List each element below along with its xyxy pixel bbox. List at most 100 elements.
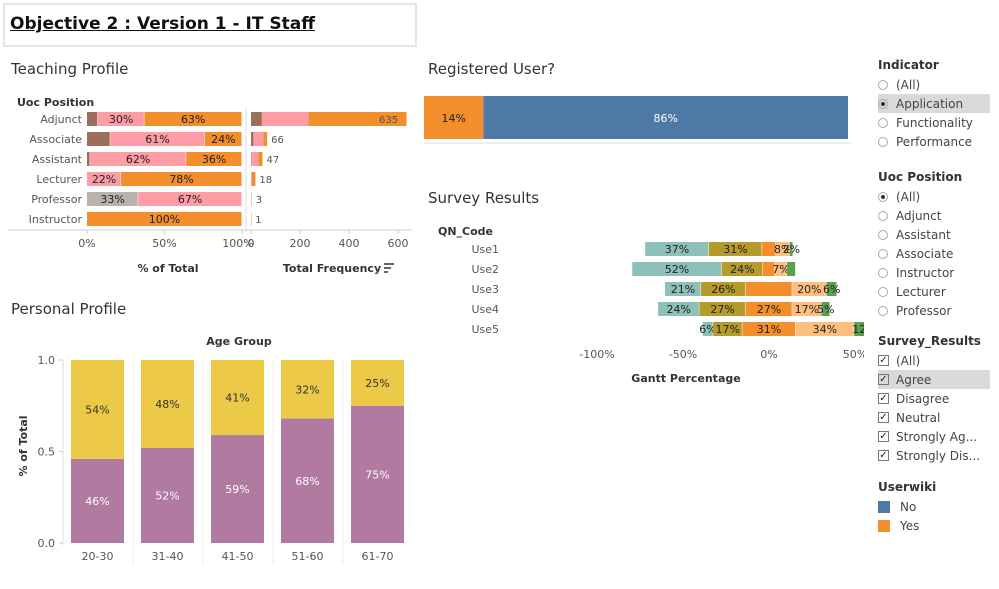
teaching-freq-bar-segment[interactable]: [251, 172, 256, 186]
checkbox-icon[interactable]: ✓: [878, 450, 889, 461]
survey-bar-segment[interactable]: [645, 242, 709, 256]
survey-bar-segment[interactable]: [792, 282, 827, 296]
age-bar-bottom[interactable]: [211, 435, 264, 543]
survey-option[interactable]: ✓ Neutral: [878, 408, 990, 427]
radio-icon[interactable]: [878, 248, 888, 259]
indicator-option[interactable]: Functionality: [878, 113, 990, 132]
teaching-pct-bar-segment[interactable]: [97, 112, 144, 126]
radio-icon[interactable]: [878, 136, 888, 147]
teaching-pct-label: 61%: [145, 133, 169, 146]
checkbox-icon[interactable]: ✓: [878, 431, 889, 442]
teaching-freq-bar-segment[interactable]: [251, 172, 252, 186]
teaching-freq-bar-segment[interactable]: [308, 112, 407, 126]
survey-bar-segment[interactable]: [775, 262, 787, 276]
survey-bar-segment[interactable]: [792, 302, 821, 316]
uoc-option-label: (All): [896, 189, 921, 204]
indicator-option[interactable]: Performance: [878, 132, 990, 151]
survey-bar-segment[interactable]: [721, 262, 763, 276]
checkbox-icon[interactable]: ✓: [878, 393, 889, 404]
survey-bar-segment[interactable]: [821, 302, 830, 316]
age-bar-top[interactable]: [351, 360, 404, 406]
survey-bar-segment[interactable]: [742, 322, 796, 336]
teaching-freq-bar-segment[interactable]: [263, 132, 268, 146]
age-bar-top[interactable]: [141, 360, 194, 448]
survey-bar-segment[interactable]: [664, 282, 701, 296]
survey-bar-segment[interactable]: [701, 282, 746, 296]
survey-bar-segment[interactable]: [826, 282, 837, 296]
teaching-pct-bar-segment[interactable]: [87, 212, 242, 226]
survey-option[interactable]: ✓ Strongly Ag...: [878, 427, 990, 446]
radio-icon[interactable]: [878, 210, 888, 221]
indicator-option[interactable]: Application: [878, 94, 990, 113]
uoc-option[interactable]: Adjunct: [878, 206, 990, 225]
radio-icon[interactable]: [878, 305, 888, 316]
age-bar-top[interactable]: [71, 360, 124, 459]
userwiki-legend-item[interactable]: Yes: [878, 516, 990, 535]
age-bar-bottom[interactable]: [281, 418, 334, 543]
survey-bar-segment[interactable]: [632, 262, 722, 276]
age-bar-bottom[interactable]: [351, 405, 404, 543]
teaching-pct-bar-segment[interactable]: [204, 132, 242, 146]
teaching-pct-bar-segment[interactable]: [87, 152, 90, 166]
survey-bar-segment[interactable]: [745, 302, 792, 316]
survey-bar-segment[interactable]: [658, 302, 699, 316]
survey-bar-segment[interactable]: [762, 242, 776, 256]
teaching-pct-bar-segment[interactable]: [121, 172, 242, 186]
survey-bar-segment[interactable]: [708, 242, 762, 256]
survey-bar-segment[interactable]: [699, 302, 746, 316]
teaching-pct-bar-segment[interactable]: [87, 192, 138, 206]
registered-bar-segment[interactable]: [424, 96, 484, 139]
age-bar-bottom[interactable]: [71, 458, 124, 543]
checkbox-icon[interactable]: ✓: [878, 355, 889, 366]
teaching-freq-bar-segment[interactable]: [251, 152, 259, 166]
survey-option[interactable]: ✓ Strongly Dis...: [878, 446, 990, 465]
teaching-pct-bar-segment[interactable]: [110, 132, 205, 146]
survey-bar-segment[interactable]: [789, 242, 793, 256]
teaching-pct-bar-segment[interactable]: [87, 112, 98, 126]
survey-bar-segment[interactable]: [702, 322, 713, 336]
radio-icon[interactable]: [878, 117, 888, 128]
radio-icon[interactable]: [878, 267, 888, 278]
survey-bar-segment[interactable]: [762, 262, 775, 276]
userwiki-legend-item[interactable]: No: [878, 497, 990, 516]
sort-icon[interactable]: [384, 263, 394, 273]
checkbox-icon[interactable]: ✓: [878, 374, 889, 385]
survey-bar-segment[interactable]: [775, 242, 790, 256]
survey-option[interactable]: ✓ Agree: [878, 370, 990, 389]
radio-icon[interactable]: [878, 229, 888, 240]
teaching-pct-bar-segment[interactable]: [87, 132, 110, 146]
uoc-option[interactable]: (All): [878, 187, 990, 206]
uoc-option[interactable]: Lecturer: [878, 282, 990, 301]
uoc-option[interactable]: Associate: [878, 244, 990, 263]
age-bar-top[interactable]: [281, 360, 334, 419]
radio-icon[interactable]: [878, 286, 888, 297]
uoc-option[interactable]: Assistant: [878, 225, 990, 244]
radio-icon[interactable]: [878, 79, 888, 90]
radio-icon[interactable]: [878, 98, 888, 109]
survey-bar-segment[interactable]: [787, 262, 796, 276]
uoc-option[interactable]: Professor: [878, 301, 990, 320]
teaching-pct-bar-segment[interactable]: [90, 152, 186, 166]
checkbox-icon[interactable]: ✓: [878, 412, 889, 423]
registered-bar-segment[interactable]: [483, 96, 848, 139]
survey-bar-segment[interactable]: [745, 282, 792, 296]
indicator-option[interactable]: (All): [878, 75, 990, 94]
survey-bar-segment[interactable]: [713, 322, 742, 336]
age-bar-bottom[interactable]: [141, 447, 194, 543]
teaching-freq-bar-segment[interactable]: [251, 112, 262, 126]
survey-bar-segment[interactable]: [854, 322, 864, 336]
teaching-freq-bar-segment[interactable]: [258, 152, 263, 166]
age-bar-top[interactable]: [211, 360, 264, 436]
uoc-option[interactable]: Instructor: [878, 263, 990, 282]
teaching-freq-bar-segment[interactable]: [253, 132, 264, 146]
teaching-freq-bar-segment[interactable]: [261, 112, 309, 126]
radio-icon[interactable]: [878, 191, 888, 202]
teaching-pct-bar-segment[interactable]: [144, 112, 242, 126]
teaching-pct-bar-segment[interactable]: [186, 152, 242, 166]
survey-option[interactable]: ✓ (All): [878, 351, 990, 370]
survey-bar-segment[interactable]: [795, 322, 854, 336]
teaching-pct-bar-segment[interactable]: [87, 172, 121, 186]
teaching-pct-bar-segment[interactable]: [138, 192, 242, 206]
teaching-freq-bar-segment[interactable]: [251, 132, 254, 146]
survey-option[interactable]: ✓ Disagree: [878, 389, 990, 408]
